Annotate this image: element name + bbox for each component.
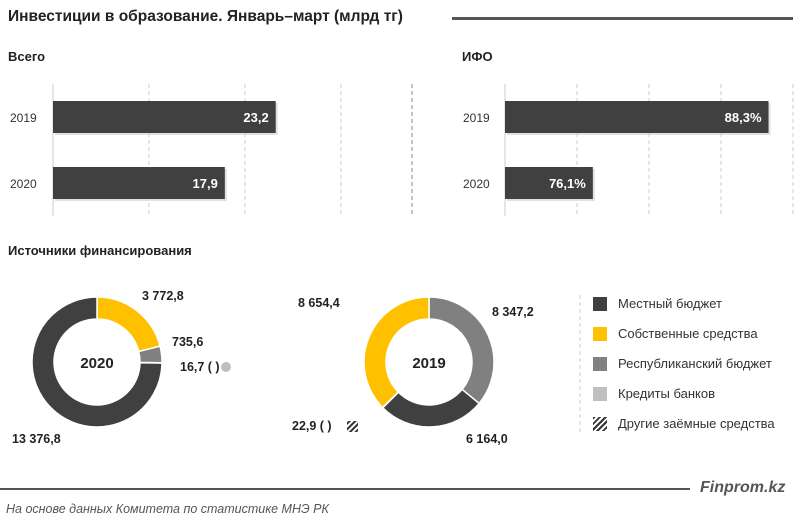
chart-title: Инвестиции в образование. Январь–март (м… xyxy=(8,8,403,25)
slice-value-label: 13 376,8 xyxy=(12,432,61,446)
donut-center-label: 2020 xyxy=(80,355,113,372)
slice-value-label: 8 347,2 xyxy=(492,305,534,319)
slice-value-label: 735,6 xyxy=(172,335,203,349)
slice-value-label: 22,9 ( ) xyxy=(292,419,332,433)
category-label: 2020 xyxy=(463,177,490,191)
category-label: 2019 xyxy=(10,111,37,125)
bar-value-label: 17,9 xyxy=(193,176,218,191)
slice-value-label: 3 772,8 xyxy=(142,289,184,303)
donut-slice xyxy=(31,296,163,428)
bar-value-label: 76,1% xyxy=(549,176,586,191)
bar xyxy=(53,167,225,199)
donut-slice xyxy=(381,388,481,428)
slice-value-label: 8 654,4 xyxy=(298,296,340,310)
category-label: 2019 xyxy=(463,111,490,125)
donut-slice xyxy=(428,296,495,405)
brand-logo: Finprom.kz xyxy=(700,479,786,496)
legend-label: Кредиты банков xyxy=(618,386,716,401)
donut-slice xyxy=(363,296,430,409)
footer-rule xyxy=(0,488,690,490)
bar-value-label: 23,2 xyxy=(243,110,268,125)
donut-slice xyxy=(96,296,161,353)
donut-center-label: 2019 xyxy=(412,355,445,372)
bar-chart-total-title: Всего xyxy=(8,49,46,64)
legend-item: Собственные средства xyxy=(593,326,758,341)
legend-item: Другие заёмные средства xyxy=(593,416,775,431)
bar xyxy=(505,101,769,133)
sources-title: Источники финансирования xyxy=(8,243,192,258)
legend-label: Собственные средства xyxy=(618,326,758,341)
legend-label: Другие заёмные средства xyxy=(618,416,775,431)
legend-item: Республиканский бюджет xyxy=(593,356,772,371)
bar xyxy=(53,101,276,133)
bar-value-label: 88,3% xyxy=(725,110,762,125)
legend-swatch xyxy=(593,386,607,401)
source-note: На основе данных Комитета по статистике … xyxy=(6,502,329,516)
slice-value-label: 16,7 ( ) xyxy=(180,360,220,374)
legend-item: Местный бюджет xyxy=(593,296,722,311)
slice-value-label: 6 164,0 xyxy=(466,432,508,446)
hatch-marker-icon xyxy=(347,421,358,432)
legend-label: Республиканский бюджет xyxy=(618,356,772,371)
legend-swatch xyxy=(593,326,607,341)
legend-item: Кредиты банков xyxy=(593,386,715,401)
legend-label: Местный бюджет xyxy=(618,296,722,311)
legend-swatch xyxy=(593,416,607,431)
title-rule xyxy=(452,17,793,20)
banks-marker-icon xyxy=(221,362,231,372)
category-label: 2020 xyxy=(10,177,37,191)
bar xyxy=(505,167,593,199)
bar-chart-ifo-title: ИФО xyxy=(462,49,493,64)
legend-swatch xyxy=(593,296,607,311)
legend-swatch xyxy=(593,356,607,371)
